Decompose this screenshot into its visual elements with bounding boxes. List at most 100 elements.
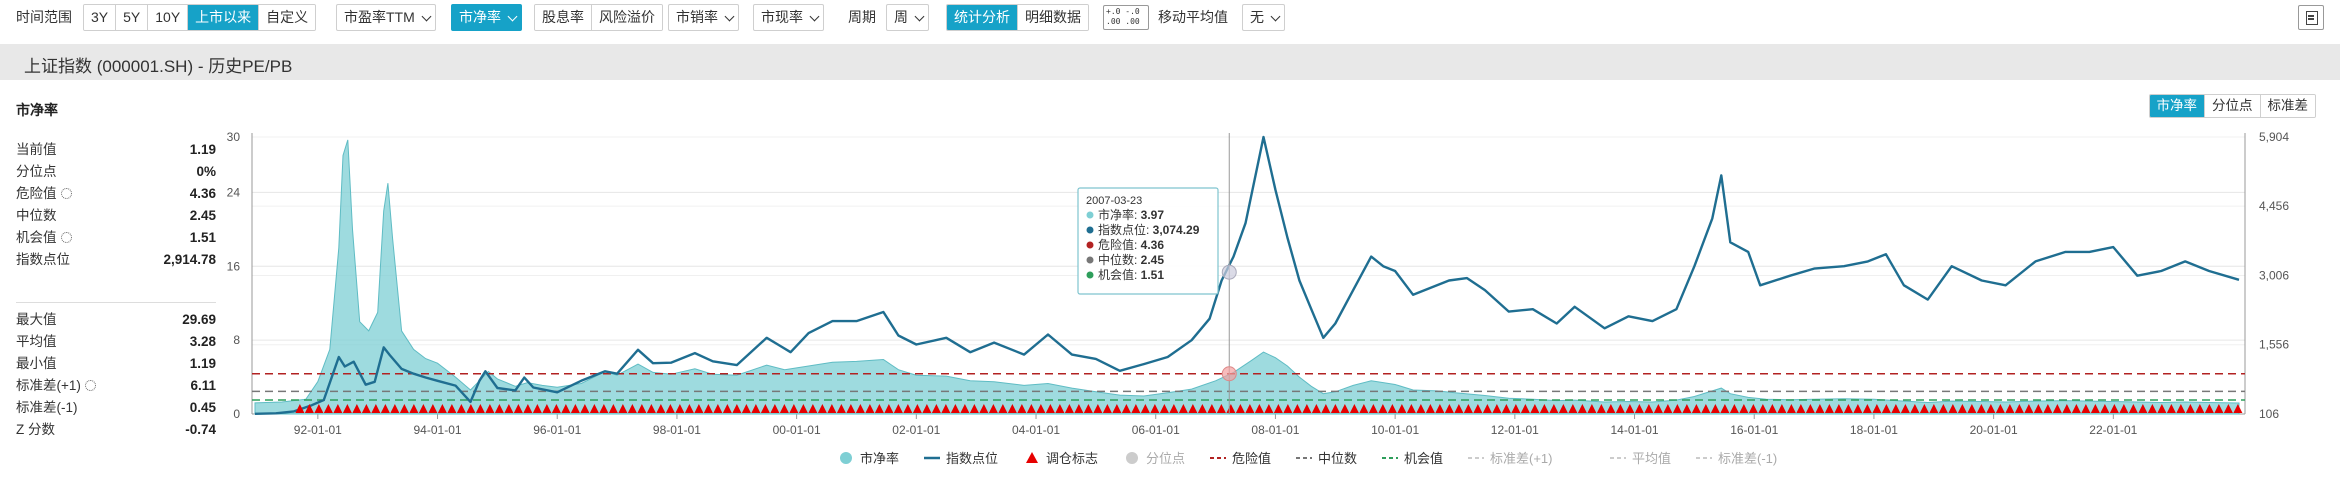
pcf-dropdown[interactable]: 市现率 — [753, 4, 824, 31]
rebalance-marker — [2128, 404, 2138, 413]
y-left-tick-label: 8 — [233, 333, 240, 347]
x-tick-label: 20-01-01 — [1970, 423, 2018, 437]
risk-premium-button[interactable]: 风险溢价 — [592, 5, 662, 30]
legend-swatch — [1026, 452, 1038, 463]
rebalance-marker — [1843, 404, 1853, 413]
rebalance-marker — [1492, 404, 1502, 413]
legend-label[interactable]: 危险值 — [1232, 451, 1271, 466]
rebalance-marker — [1976, 404, 1986, 413]
gear-icon[interactable] — [60, 232, 72, 243]
rebalance-marker — [1064, 404, 1074, 413]
rebalance-marker — [1967, 404, 1977, 413]
range-since-listing-button[interactable]: 上市以来 — [188, 5, 260, 30]
rebalance-marker — [1919, 404, 1929, 413]
rebalance-marker — [618, 404, 628, 413]
rebalance-marker — [1197, 404, 1207, 413]
rebalance-marker — [865, 404, 875, 413]
rebalance-marker — [1264, 404, 1274, 413]
stat-value: 1.19 — [189, 356, 216, 371]
legend-label[interactable]: 平均值 — [1632, 451, 1671, 466]
rebalance-marker — [437, 404, 447, 413]
gear-icon[interactable] — [60, 188, 72, 199]
legend-label[interactable]: 分位点 — [1146, 451, 1185, 466]
rebalance-marker — [1606, 404, 1616, 413]
rebalance-marker — [1881, 404, 1891, 413]
rebalance-marker — [1957, 404, 1967, 413]
rebalance-marker — [1758, 404, 1768, 413]
export-icon[interactable] — [2298, 5, 2324, 30]
rebalance-marker — [1416, 404, 1426, 413]
rebalance-marker — [1663, 404, 1673, 413]
tab-percentile[interactable]: 分位点 — [2205, 95, 2261, 117]
rebalance-marker — [960, 404, 970, 413]
range-3y-button[interactable]: 3Y — [84, 5, 117, 30]
rebalance-marker — [732, 404, 742, 413]
rebalance-marker — [399, 404, 409, 413]
stat-row: 危险值 4.36 — [16, 183, 216, 205]
detail-data-tab[interactable]: 明细数据 — [1018, 5, 1088, 30]
rebalance-marker — [1121, 404, 1131, 413]
ps-label: 市销率 — [676, 9, 718, 25]
rebalance-marker — [665, 404, 675, 413]
cycle-dropdown[interactable]: 周 — [886, 4, 929, 31]
range-5y-button[interactable]: 5Y — [116, 5, 149, 30]
rebalance-marker — [352, 404, 362, 413]
rebalance-marker — [1169, 404, 1179, 413]
range-custom-button[interactable]: 自定义 — [259, 5, 316, 30]
rebalance-marker — [589, 404, 599, 413]
stat-analysis-tab[interactable]: 统计分析 — [947, 5, 1018, 30]
rebalance-marker — [1701, 404, 1711, 413]
dividend-button[interactable]: 股息率 — [535, 5, 592, 30]
rebalance-marker — [1055, 404, 1065, 413]
rebalance-marker — [760, 404, 770, 413]
rebalance-marker — [333, 404, 343, 413]
rebalance-marker — [1891, 404, 1901, 413]
rebalance-marker — [808, 404, 818, 413]
legend-label[interactable]: 市净率 — [860, 451, 899, 466]
stat-label: 指数点位 — [16, 252, 70, 267]
stat-label: 中位数 — [16, 208, 57, 223]
rebalance-marker — [1254, 404, 1264, 413]
decimal-format-icon[interactable]: +.0 -.0 .00 .00 — [1103, 5, 1149, 30]
legend-label[interactable]: 机会值 — [1404, 451, 1443, 466]
ma-label: 移动平均值 — [1158, 9, 1228, 25]
legend-label[interactable]: 调仓标志 — [1046, 451, 1098, 466]
tab-pb[interactable]: 市净率 — [2149, 95, 2205, 117]
rebalance-marker — [1102, 404, 1112, 413]
rebalance-marker — [1321, 404, 1331, 413]
rebalance-marker — [675, 404, 685, 413]
ma-icon-text: +.0 — [1106, 7, 1121, 16]
pb-label: 市净率 — [459, 9, 501, 25]
legend-label[interactable]: 指数点位 — [946, 451, 998, 466]
rebalance-marker — [1995, 404, 2005, 413]
rebalance-marker — [874, 404, 884, 413]
rebalance-marker — [447, 404, 457, 413]
rebalance-marker — [1549, 404, 1559, 413]
pb-history-chart[interactable]: 0 8 16 24 30 106 1,556 3,006 4,456 5,904 92-01-01 9… — [0, 82, 2340, 495]
tooltip-swatch — [1086, 271, 1094, 279]
tab-stddev[interactable]: 标准差 — [2260, 95, 2315, 117]
pe-ttm-dropdown[interactable]: 市盈率TTM — [336, 4, 436, 31]
rebalance-marker — [1131, 404, 1141, 413]
stat-label-text: 标准差(+1) — [16, 378, 81, 393]
range-10y-button[interactable]: 10Y — [148, 5, 189, 30]
x-tick-label: 08-01-01 — [1251, 423, 1299, 437]
legend-label[interactable]: 标准差(+1) — [1490, 451, 1552, 466]
stat-value: 6.11 — [190, 378, 216, 393]
tooltip-row: 机会值: 1.51 — [1098, 267, 1164, 282]
rebalance-marker — [1587, 404, 1597, 413]
rebalance-marker — [1729, 404, 1739, 413]
ma-dropdown[interactable]: 无 — [1242, 4, 1285, 31]
y-right-tick-label: 1,556 — [2259, 338, 2289, 352]
tooltip-row: 指数点位: 3,074.29 — [1098, 222, 1200, 237]
pe-ttm-label: 市盈率TTM — [344, 9, 415, 25]
rebalance-marker — [988, 404, 998, 413]
x-tick-label: 96-01-01 — [533, 423, 581, 437]
legend-label[interactable]: 中位数 — [1318, 451, 1357, 466]
rebalance-marker — [1473, 404, 1483, 413]
legend-label[interactable]: 标准差(-1) — [1718, 451, 1777, 466]
pb-dropdown[interactable]: 市净率 — [451, 4, 522, 31]
ps-dropdown[interactable]: 市销率 — [668, 4, 739, 31]
analysis-group: 统计分析 明细数据 — [946, 4, 1089, 31]
gear-icon[interactable] — [84, 380, 96, 391]
